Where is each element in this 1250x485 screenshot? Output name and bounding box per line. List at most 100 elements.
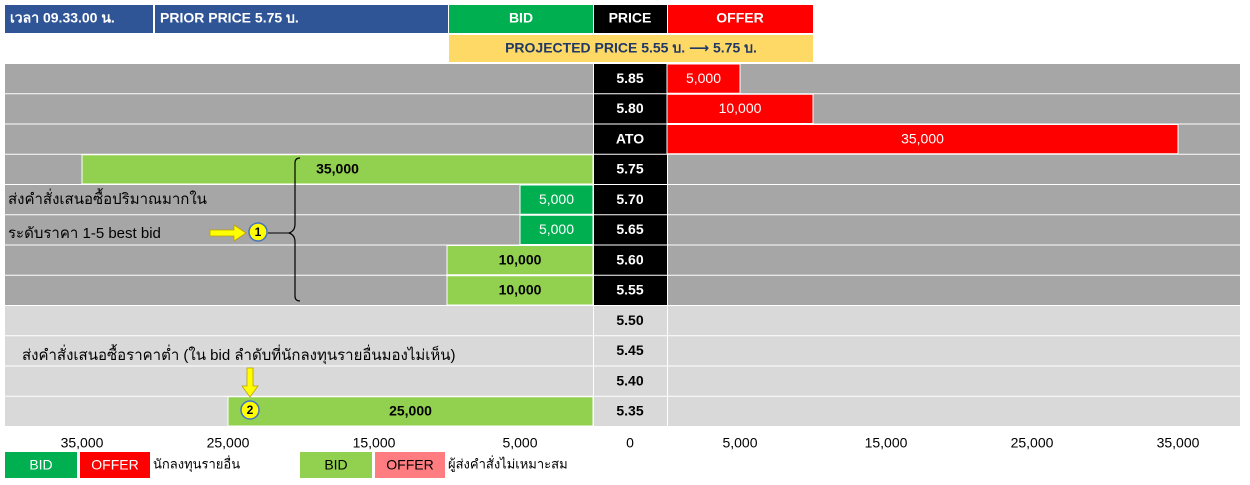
x-tick-label: 35,000 xyxy=(61,435,104,451)
time: เวลา 09.33.00 น. xyxy=(10,10,115,26)
row-offer-area xyxy=(668,64,1240,94)
price: 5.60 xyxy=(616,251,643,267)
price-cell xyxy=(594,185,667,215)
value-label: 10,000 xyxy=(499,251,542,267)
value-label: 35,000 xyxy=(316,161,359,177)
legend-entry: OFFER xyxy=(386,457,433,473)
value-label: 5,000 xyxy=(539,191,574,207)
legend-swatch xyxy=(5,452,77,478)
arrow xyxy=(209,224,247,242)
bar xyxy=(446,245,594,276)
row-offer-area xyxy=(668,275,1240,305)
legend-swatch xyxy=(375,452,445,478)
price: 5.55 xyxy=(616,282,643,298)
legend: BID OFFER นักลงทุนรายอื่น BID OFFER ผู้ส่งคำส… xyxy=(5,452,568,478)
value-label: 5,000 xyxy=(539,221,574,237)
price-cell xyxy=(594,64,667,94)
value-label: 5,000 xyxy=(686,70,721,86)
arrow xyxy=(241,367,259,398)
offer-header-cell xyxy=(668,5,813,33)
legend-group-label: ผู้ส่งคำสั่งไม่เหมาะสม xyxy=(448,455,568,472)
price-cell xyxy=(594,245,667,275)
bar xyxy=(519,214,594,245)
value-label: 35,000 xyxy=(901,130,944,146)
price: ATO xyxy=(616,130,644,146)
legend-swatch xyxy=(80,452,150,478)
legend-entry: OFFER xyxy=(91,457,138,473)
projected-cell xyxy=(449,35,813,62)
legend-entry: BID xyxy=(29,457,52,473)
price-header: PRICE xyxy=(609,10,652,26)
rows: 5.855.80ATO5.755.705.655.605.555.505.455… xyxy=(5,64,1240,426)
annotation: ส่งคำสั่งเสนอซื้อราคาต่ำ (ใน bid ลำดับที… xyxy=(22,344,456,365)
x-tick-label: 0 xyxy=(626,435,634,451)
price-cell xyxy=(594,154,667,184)
price: 5.75 xyxy=(616,161,643,177)
bid-header-cell xyxy=(449,5,593,33)
price: 5.85 xyxy=(616,70,643,86)
bar xyxy=(666,93,814,124)
annotation: ระดับราคา 1-5 best bid xyxy=(8,225,161,242)
row-offer-area xyxy=(668,396,1240,426)
row-bid-area xyxy=(5,306,593,336)
marker: 2 xyxy=(247,403,254,417)
row-offer-area xyxy=(668,185,1240,215)
x-tick-label: 25,000 xyxy=(207,435,250,451)
price-cell xyxy=(594,124,667,154)
price-cell xyxy=(594,215,667,245)
value-label: 10,000 xyxy=(719,100,762,116)
row-offer-area xyxy=(668,215,1240,245)
price: 5.35 xyxy=(616,403,643,419)
bar xyxy=(227,396,594,427)
row-bid-area xyxy=(5,124,593,154)
bar xyxy=(666,124,1179,155)
x-tick-label: 25,000 xyxy=(1011,435,1054,451)
annotation: ส่งคำสั่งเสนอซื้อปริมาณมากใน xyxy=(8,188,207,208)
legend-swatch xyxy=(300,452,372,478)
row-offer-area xyxy=(668,336,1240,366)
x-tick-label: 5,000 xyxy=(502,435,537,451)
price: 5.65 xyxy=(616,221,643,237)
projected-price: PROJECTED PRICE 5.55 บ. ⟶ 5.75 บ. xyxy=(505,40,757,56)
price-header-cell xyxy=(594,5,667,33)
price: 5.80 xyxy=(616,100,643,116)
row-offer-area xyxy=(668,154,1240,184)
value-label: 10,000 xyxy=(499,282,542,298)
bar xyxy=(446,275,594,306)
legend-group-label: นักลงทุนรายอื่น xyxy=(153,455,240,472)
marker-circle xyxy=(240,400,260,420)
price-cell xyxy=(594,306,667,336)
row-bid-area xyxy=(5,215,593,245)
bar xyxy=(519,184,594,215)
row-bid-area xyxy=(5,64,593,94)
legend-entry: BID xyxy=(324,457,347,473)
price-cell xyxy=(594,366,667,396)
price-cell xyxy=(594,275,667,305)
value-label: 25,000 xyxy=(389,403,432,419)
x-tick-label: 35,000 xyxy=(1157,435,1200,451)
marker: 1 xyxy=(255,225,262,239)
bid-header: BID xyxy=(509,10,533,26)
price: 5.70 xyxy=(616,191,643,207)
price: 5.50 xyxy=(616,312,643,328)
offer-header: OFFER xyxy=(716,10,763,26)
x-tick-label: 15,000 xyxy=(865,435,908,451)
row-bid-area xyxy=(5,366,593,396)
price-cell xyxy=(594,94,667,124)
bar xyxy=(666,63,741,94)
prior-cell xyxy=(155,5,448,33)
row-bid-area xyxy=(5,94,593,124)
row-bid-area xyxy=(5,185,593,215)
bar xyxy=(81,154,594,185)
price: 5.40 xyxy=(616,372,643,388)
x-tick-label: 5,000 xyxy=(722,435,757,451)
row-offer-area xyxy=(668,366,1240,396)
price-cell xyxy=(594,336,667,366)
prior-price: PRIOR PRICE 5.75 บ. xyxy=(160,10,299,26)
time-cell xyxy=(5,5,153,33)
price-cell xyxy=(594,396,667,426)
marker-circle xyxy=(248,222,268,242)
row-bid-area xyxy=(5,336,593,366)
row-offer-area xyxy=(668,245,1240,275)
